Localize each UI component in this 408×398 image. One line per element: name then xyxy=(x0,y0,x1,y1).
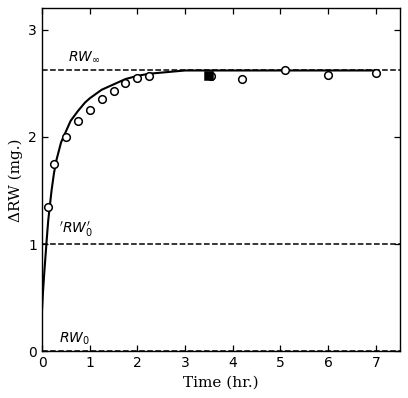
Y-axis label: ΔRW (mg.): ΔRW (mg.) xyxy=(8,138,23,222)
Text: $RW_0$: $RW_0$ xyxy=(59,331,90,347)
Text: $RW_{\infty}$: $RW_{\infty}$ xyxy=(68,50,101,64)
Text: $'RW_0'$: $'RW_0'$ xyxy=(59,220,93,239)
X-axis label: Time (hr.): Time (hr.) xyxy=(183,376,259,390)
